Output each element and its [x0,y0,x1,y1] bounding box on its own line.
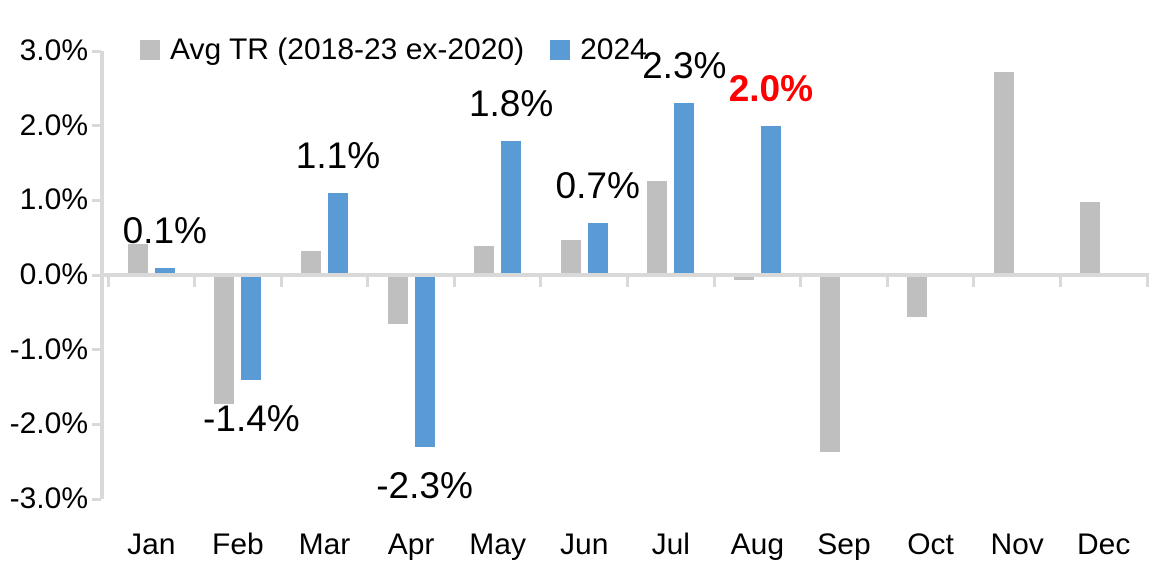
bar-2024-jun [587,222,608,275]
x-axis-label-dec: Dec [1077,528,1131,561]
x-axis-label-oct: Oct [907,528,954,561]
bar-avg-tr-2018-23-ex-2020--apr [387,275,408,324]
x-axis-label-feb: Feb [212,528,264,561]
y-axis-tick-label: -1.0% [9,332,88,366]
y-axis-tick-mark [92,124,101,128]
x-axis-tick-mark [366,277,370,287]
data-label-2024-jun: 0.7% [555,164,640,206]
x-axis-tick-mark [279,277,283,287]
x-axis-tick-mark [1058,277,1062,287]
bar-avg-tr-2018-23-ex-2020--oct [907,275,928,317]
y-axis-tick-mark [92,348,101,352]
data-label-2024-jul: 2.3% [642,45,727,87]
bar-avg-tr-2018-23-ex-2020--mar [300,251,321,275]
bar-2024-may [501,140,522,275]
x-axis-label-jan: Jan [127,528,176,561]
data-label-2024-may: 1.8% [468,82,554,124]
chart-legend: Avg TR (2018-23 ex-2020) 2024 [140,33,647,67]
x-axis-tick-mark [1145,277,1149,287]
x-axis-label-may: May [469,528,526,561]
legend-label-avg-tr: Avg TR (2018-23 ex-2020) [170,33,525,66]
bar-avg-tr-2018-23-ex-2020--aug [733,275,754,281]
x-axis-tick-mark [712,277,716,287]
y-axis-tick-label: 3.0% [19,34,88,67]
x-axis-label-jul: Jul [651,528,690,561]
legend-swatch-2024 [550,40,571,60]
bar-2024-jan [154,267,175,275]
y-axis-tick-label: -3.0% [9,482,88,515]
x-axis-label-apr: Apr [387,528,435,561]
data-label-2024-aug: 2.0% [728,67,814,109]
data-label-2024-mar: 1.1% [295,134,381,176]
y-axis-tick-label: 0.0% [19,258,88,291]
bar-2024-feb [241,275,262,380]
y-axis-tick-label: 1.0% [19,183,88,217]
y-axis-tick-mark [92,49,101,53]
bar-avg-tr-2018-23-ex-2020--jun [560,239,581,275]
legend-item-avg-tr: Avg TR (2018-23 ex-2020) [140,33,524,67]
x-axis-tick-mark [626,277,629,287]
y-axis-tick-mark [92,497,101,501]
x-axis-tick-mark [193,277,197,287]
bar-avg-tr-2018-23-ex-2020--sep [820,275,841,452]
y-axis-tick-mark [92,198,101,202]
legend-swatch-avg-tr [140,40,160,60]
x-axis-tick-mark [799,277,803,287]
bar-avg-tr-2018-23-ex-2020--dec [1080,201,1101,275]
bar-2024-mar [327,192,348,275]
x-axis-label-aug: Aug [730,528,785,561]
bar-2024-jul [674,103,695,275]
x-axis-tick-mark [885,277,889,287]
y-axis-tick-mark [92,422,101,426]
data-label-2024-feb: -1.4% [203,397,300,439]
y-axis-tick-mark [92,273,101,277]
y-axis-tick-label: 2.0% [19,108,88,142]
bar-avg-tr-2018-23-ex-2020--nov [993,71,1014,275]
x-axis-tick-mark [972,277,976,287]
x-axis-zero-line [100,273,1149,277]
bar-2024-aug [760,125,781,275]
data-label-2024-apr: -2.3% [376,464,473,506]
bar-avg-tr-2018-23-ex-2020--jan [127,243,148,275]
bar-avg-tr-2018-23-ex-2020--jul [647,180,668,275]
data-label-2024-jan: 0.1% [122,209,207,251]
x-axis-label-jun: Jun [560,528,609,561]
y-axis-tick-label: -2.0% [9,407,88,441]
x-axis-label-mar: Mar [298,528,351,561]
legend-item-2024: 2024 [550,33,647,67]
x-axis-label-sep: Sep [817,528,871,561]
x-axis-label-nov: Nov [990,528,1044,561]
bar-avg-tr-2018-23-ex-2020--feb [214,275,235,405]
x-axis-tick-mark [106,277,110,287]
x-axis-tick-mark [539,277,543,287]
bar-avg-tr-2018-23-ex-2020--may [474,245,495,275]
x-axis-tick-mark [452,277,456,287]
bar-2024-apr [414,275,435,447]
legend-label-2024: 2024 [580,33,647,66]
